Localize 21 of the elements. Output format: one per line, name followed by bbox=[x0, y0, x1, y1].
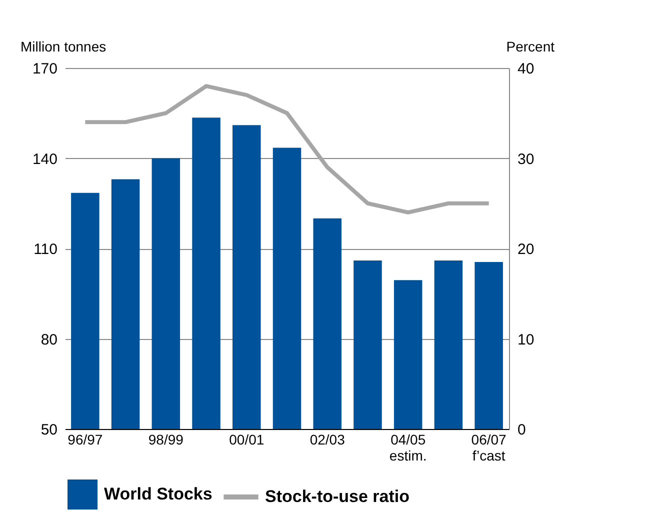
y-tick-label: 110 bbox=[34, 241, 58, 258]
line-series bbox=[83, 84, 491, 214]
legend-label: World Stocks bbox=[104, 484, 212, 504]
y-axis-title: Million tonnes bbox=[20, 38, 106, 54]
y-tick-label: 50 bbox=[40, 422, 58, 438]
x-tick-label: 98/99 bbox=[148, 432, 184, 448]
y-tick-label: 140 bbox=[32, 150, 58, 168]
y-tick-label: 80 bbox=[40, 331, 58, 348]
legend-label: Stock-to-use ratio bbox=[265, 487, 410, 506]
x-tick-label: 00/01 bbox=[229, 432, 264, 448]
x-tick-label: 06/07 f’cast bbox=[471, 432, 507, 464]
y-tick-label: 170 bbox=[32, 60, 58, 78]
y2-tick-label: 40 bbox=[518, 60, 534, 78]
y2-tick-label: 10 bbox=[518, 331, 534, 348]
x-tick-label: 02/03 bbox=[310, 432, 346, 448]
y2-tick-label: 30 bbox=[518, 150, 534, 168]
y2-tick-label: 0 bbox=[518, 422, 526, 438]
y2-axis-title: Percent bbox=[506, 38, 555, 54]
y2-tick-label: 20 bbox=[518, 241, 534, 258]
x-tick-label: 04/05 estim. bbox=[389, 432, 427, 464]
x-tick-label: 96/97 bbox=[68, 432, 103, 448]
